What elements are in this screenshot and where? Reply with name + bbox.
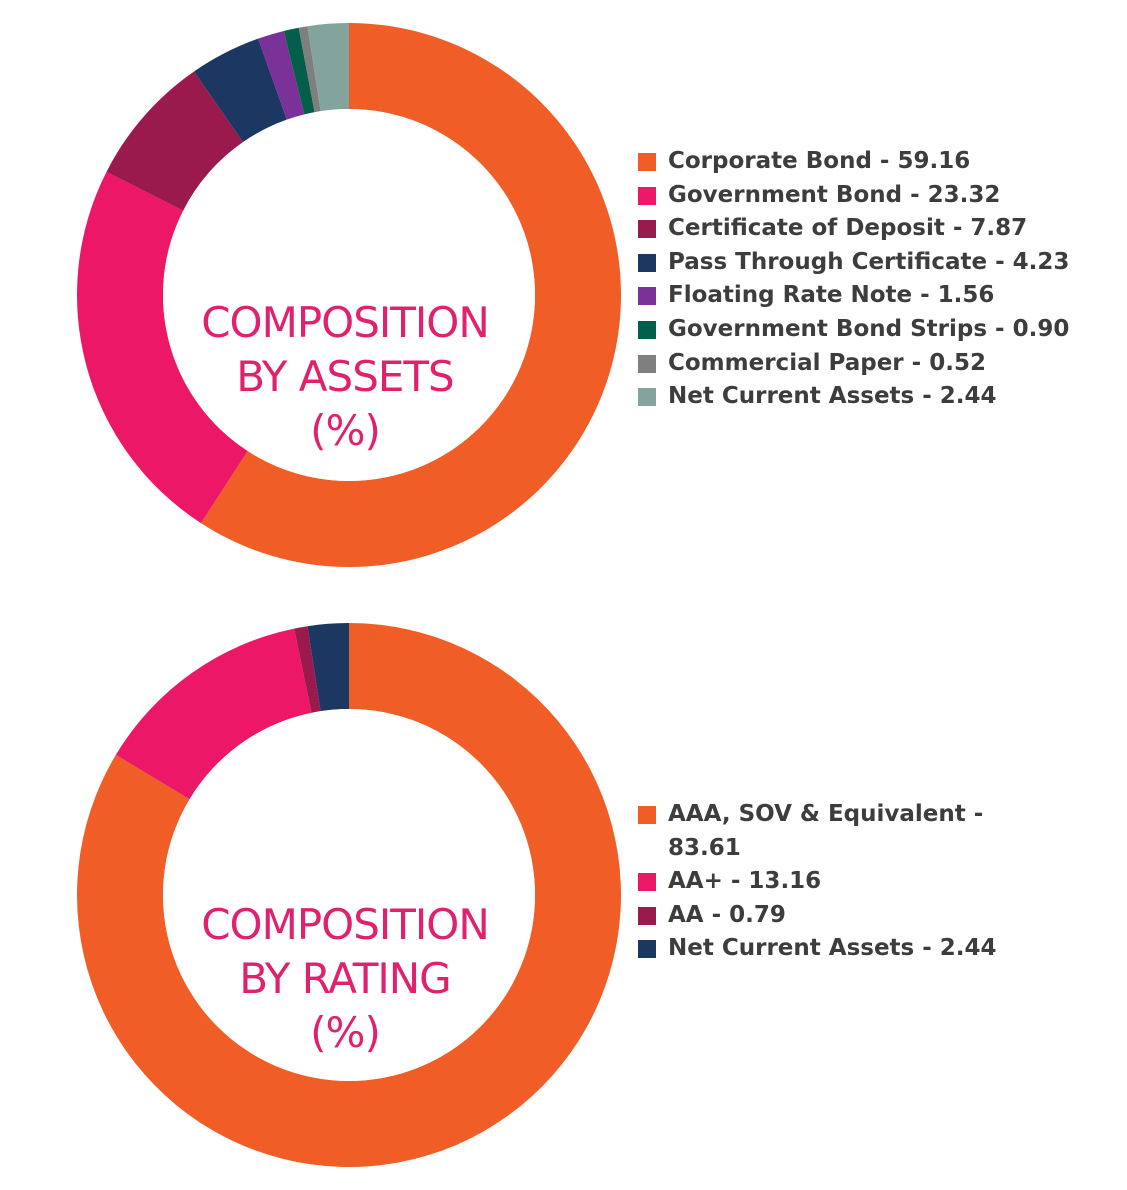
- legend-swatch: [638, 354, 656, 373]
- assets-donut: [76, 23, 622, 567]
- slice-pass-through-certificate: [193, 38, 287, 143]
- legend-swatch: [638, 906, 656, 925]
- slice-aa: [294, 626, 321, 713]
- legend-item-net-current-assets: Net Current Assets - 2.44: [638, 932, 998, 966]
- rating-title-line-2: BY RATING: [239, 954, 451, 1003]
- legend-swatch: [638, 806, 656, 824]
- legend-swatch: [638, 220, 656, 239]
- legend-swatch: [638, 320, 656, 339]
- legend-label: Commercial Paper - 0.52: [668, 349, 986, 376]
- composition-by-assets-chart: COMPOSITION BY ASSETS (%) Corporate Bond…: [0, 0, 1127, 590]
- legend-item-aa: AA - 0.79: [638, 899, 998, 933]
- slice-government-bond-strips: [283, 27, 315, 115]
- legend-item-government-bond: Government Bond - 23.32: [638, 179, 1098, 213]
- legend-item-aa: AA+ - 13.16: [638, 865, 998, 899]
- legend-swatch: [638, 253, 656, 272]
- rating-title-line-3: (%): [310, 1008, 381, 1057]
- legend-label: Government Bond - 23.32: [668, 181, 1001, 208]
- composition-by-rating-chart: COMPOSITION BY RATING (%) AAA, SOV & Equ…: [0, 600, 1127, 1188]
- rating-legend: AAA, SOV & Equivalent - 83.61 AA+ - 13.16…: [638, 798, 998, 966]
- legend-item-certificate-of-deposit: Certificate of Deposit - 7.87: [638, 212, 1098, 246]
- slice-aaa-sov-equivalent: [76, 623, 621, 1167]
- legend-label: Net Current Assets - 2.44: [668, 383, 997, 410]
- legend-swatch: [638, 940, 656, 959]
- legend-swatch: [638, 287, 656, 306]
- donut-hole: [163, 109, 535, 481]
- legend-item-pass-through-certificate: Pass Through Certificate - 4.23: [638, 246, 1098, 280]
- rating-center-title: COMPOSITION BY RATING (%): [150, 898, 540, 1060]
- legend-item-commercial-paper: Commercial Paper - 0.52: [638, 347, 1098, 381]
- slice-government-bond: [76, 171, 248, 524]
- slice-aa: [115, 628, 312, 800]
- legend-label: Net Current Assets - 2.44: [668, 935, 997, 962]
- legend-label: Government Bond Strips - 0.90: [668, 315, 1070, 342]
- slice-corporate-bond: [200, 23, 622, 567]
- assets-center-title: COMPOSITION BY ASSETS (%): [150, 296, 540, 458]
- legend-item-net-current-assets: Net Current Assets - 2.44: [638, 380, 1098, 414]
- assets-title-line-1: COMPOSITION: [201, 298, 490, 347]
- slice-net-current-assets: [307, 623, 349, 712]
- slice-certificate-of-deposit: [106, 71, 244, 211]
- legend-item-floating-rate-note: Floating Rate Note - 1.56: [638, 279, 1098, 313]
- slice-net-current-assets: [307, 23, 349, 112]
- assets-legend: Corporate Bond - 59.16 Government Bond - …: [638, 145, 1098, 414]
- legend-label: AA+ - 13.16: [668, 868, 822, 895]
- legend-item-government-bond-strips: Government Bond Strips - 0.90: [638, 313, 1098, 347]
- legend-label: AA - 0.79: [668, 901, 786, 928]
- legend-label: Pass Through Certificate - 4.23: [668, 248, 1070, 275]
- assets-title-line-3: (%): [310, 406, 381, 455]
- legend-label: Corporate Bond - 59.16: [668, 148, 971, 174]
- legend-label: Floating Rate Note - 1.56: [668, 282, 995, 309]
- legend-label: AAA, SOV & Equivalent - 83.61: [668, 801, 984, 861]
- donut-hole: [163, 709, 535, 1081]
- legend-label: Certificate of Deposit - 7.87: [668, 215, 1028, 242]
- rating-donut: [76, 623, 621, 1167]
- slice-floating-rate-note: [258, 30, 305, 120]
- legend-item-corporate-bond: Corporate Bond - 59.16: [638, 145, 1098, 179]
- legend-swatch: [638, 873, 656, 892]
- rating-title-line-1: COMPOSITION: [201, 900, 490, 949]
- slice-commercial-paper: [298, 26, 321, 113]
- legend-swatch: [638, 186, 656, 205]
- assets-title-line-2: BY ASSETS: [236, 352, 454, 401]
- legend-swatch: [638, 153, 656, 171]
- legend-swatch: [638, 388, 656, 407]
- legend-item-aaa-sov-equivalent: AAA, SOV & Equivalent - 83.61: [638, 798, 998, 865]
